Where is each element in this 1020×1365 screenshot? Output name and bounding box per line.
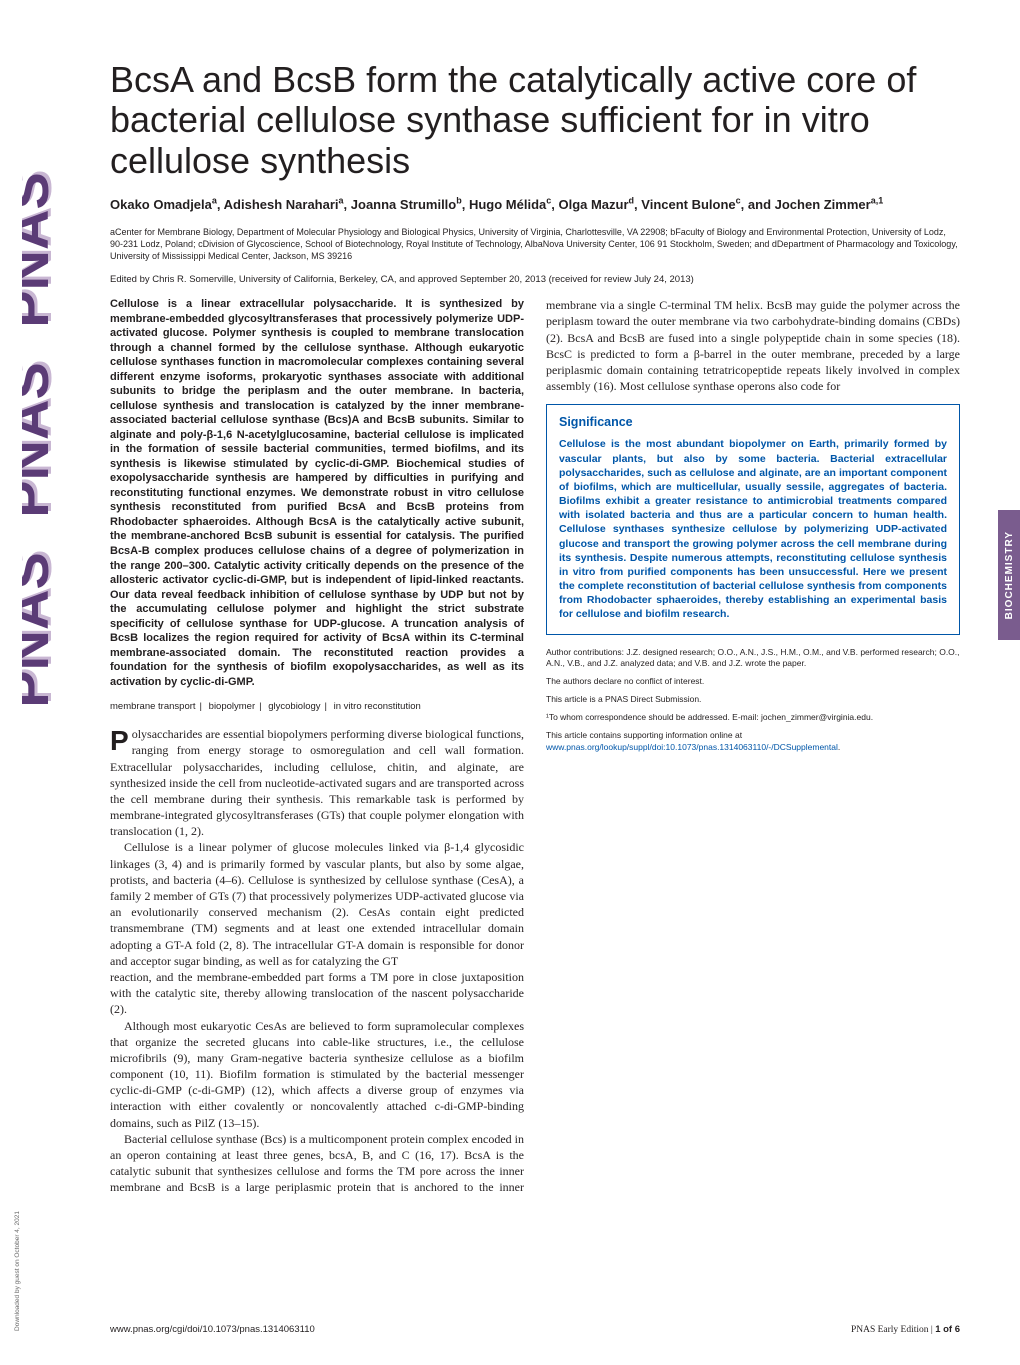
keyword-sep: | <box>325 701 327 712</box>
direct-submission: This article is a PNAS Direct Submission… <box>546 694 960 706</box>
keyword-sep: | <box>200 701 202 712</box>
correspondence: ¹To whom correspondence should be addres… <box>546 712 960 724</box>
pnas-logo: PNAS PNAS PNAS PNAS PNAS PNAS <box>22 60 74 820</box>
dropcap: P <box>110 726 132 753</box>
significance-box: Significance Cellulose is the most abund… <box>546 404 960 634</box>
article-body: Cellulose is a linear extracellular poly… <box>110 297 960 1205</box>
intro-p4: Although most eukaryotic CesAs are belie… <box>110 1018 524 1131</box>
affiliations: aCenter for Membrane Biology, Department… <box>110 226 960 262</box>
abstract-text: Cellulose is a linear extracellular poly… <box>110 298 524 687</box>
author-contributions: Author contributions: J.Z. designed rese… <box>546 647 960 671</box>
article-meta: Author contributions: J.Z. designed rese… <box>546 647 960 754</box>
supporting-info: This article contains supporting informa… <box>546 730 960 754</box>
footer-doi: www.pnas.org/cgi/doi/10.1073/pnas.131406… <box>110 1324 315 1335</box>
keyword: membrane transport <box>110 701 196 712</box>
abstract: Cellulose is a linear extracellular poly… <box>110 297 524 689</box>
intro-p1: Polysaccharides are essential biopolymer… <box>110 726 524 839</box>
footer-page: 1 of 6 <box>935 1324 960 1335</box>
svg-text:PNAS: PNAS <box>22 172 60 328</box>
authors-text: Okako Omadjelaa, Adishesh Naraharia, Joa… <box>110 197 883 212</box>
page-footer: www.pnas.org/cgi/doi/10.1073/pnas.131406… <box>110 1324 960 1335</box>
footer-edition: PNAS Early Edition <box>851 1325 929 1335</box>
conflict-statement: The authors declare no conflict of inter… <box>546 676 960 688</box>
authors: Okako Omadjelaa, Adishesh Naraharia, Joa… <box>110 195 960 214</box>
svg-text:PNAS: PNAS <box>22 362 60 518</box>
intro-p3: reaction, and the membrane-embedded part… <box>110 969 524 1018</box>
intro-p1-text: olysaccharides are essential biopolymers… <box>110 727 524 838</box>
keyword: in vitro reconstitution <box>334 701 421 712</box>
keyword: glycobiology <box>268 701 320 712</box>
keyword-sep: | <box>259 701 261 712</box>
si-link[interactable]: www.pnas.org/lookup/suppl/doi:10.1073/pn… <box>546 742 838 752</box>
significance-heading: Significance <box>559 415 947 429</box>
svg-text:PNAS: PNAS <box>22 552 60 708</box>
section-tab-label: BIOCHEMISTRY <box>1004 531 1015 619</box>
significance-text: Cellulose is the most abundant biopolyme… <box>559 437 947 621</box>
intro-p2: Cellulose is a linear polymer of glucose… <box>110 839 524 969</box>
keyword: biopolymer <box>209 701 255 712</box>
page: PNAS PNAS PNAS PNAS PNAS PNAS BIOCHEMIST… <box>0 0 1020 1365</box>
si-prefix: This article contains supporting informa… <box>546 730 742 740</box>
pnas-logo-svg: PNAS PNAS PNAS PNAS PNAS PNAS <box>22 60 74 820</box>
section-tab: BIOCHEMISTRY <box>998 510 1020 640</box>
download-note: Downloaded by guest on October 4, 2021 <box>14 1211 21 1331</box>
article-title: BcsA and BcsB form the catalytically act… <box>110 60 960 181</box>
keywords: membrane transport | biopolymer | glycobio… <box>110 701 524 712</box>
footer-right: PNAS Early Edition | 1 of 6 <box>851 1324 960 1335</box>
edited-by: Edited by Chris R. Somerville, Universit… <box>110 274 960 285</box>
si-suffix: . <box>838 742 840 752</box>
